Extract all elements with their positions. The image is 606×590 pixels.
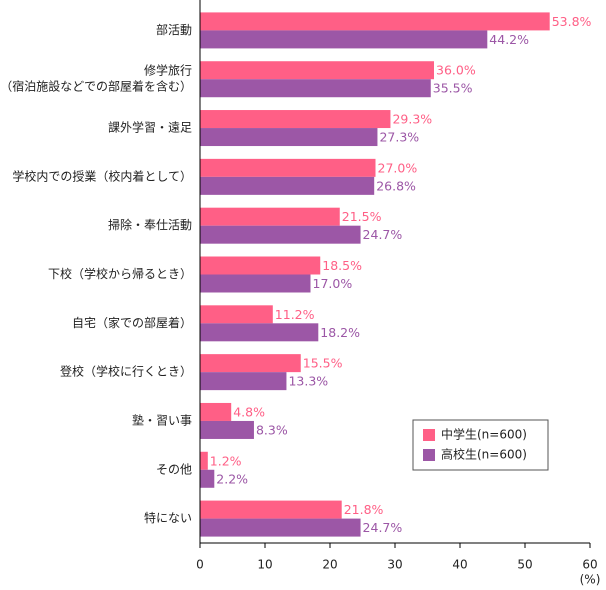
value-label: 18.5% xyxy=(322,258,362,273)
value-label: 26.8% xyxy=(376,178,416,193)
legend-swatch xyxy=(423,429,435,441)
value-label: 15.5% xyxy=(303,356,343,371)
legend-box xyxy=(412,419,549,471)
value-label: 27.3% xyxy=(379,130,419,145)
value-label: 11.2% xyxy=(275,307,315,322)
value-label: 29.3% xyxy=(392,112,432,127)
category-label: （宿泊施設などでの部屋着を含む） xyxy=(0,79,192,94)
x-axis-label: (%) xyxy=(580,573,601,587)
bar xyxy=(200,12,550,31)
value-label: 36.0% xyxy=(436,63,476,78)
category-label: 修学旅行 xyxy=(144,63,192,78)
bar xyxy=(200,30,488,49)
bar xyxy=(200,61,434,80)
bar xyxy=(200,176,375,195)
legend-label: 高校生(n=600) xyxy=(441,447,527,462)
x-tick-label: 50 xyxy=(517,558,532,572)
x-tick-label: 10 xyxy=(257,558,272,572)
value-label: 17.0% xyxy=(313,276,353,291)
bar xyxy=(200,420,254,439)
bar xyxy=(200,469,215,488)
bar xyxy=(200,354,301,373)
value-label: 27.0% xyxy=(378,160,418,175)
category-label: 自宅（家での部屋着） xyxy=(72,315,192,330)
value-label: 21.5% xyxy=(342,209,382,224)
category-label: 学校内での授業（校内着として） xyxy=(12,168,192,183)
value-label: 4.8% xyxy=(233,404,265,419)
value-label: 1.2% xyxy=(210,453,242,468)
bar xyxy=(200,323,319,342)
category-label: 掃除・奉仕活動 xyxy=(108,217,192,232)
value-label: 35.5% xyxy=(433,81,473,96)
bar xyxy=(200,274,311,293)
category-label: 部活動 xyxy=(156,22,192,37)
category-label: 特にない xyxy=(144,510,192,525)
value-label: 8.3% xyxy=(256,422,288,437)
legend-label: 中学生(n=600) xyxy=(441,427,527,442)
bar xyxy=(200,402,232,421)
category-label: その他 xyxy=(156,462,192,476)
bar xyxy=(200,79,431,98)
category-label: 下校（学校から帰るとき） xyxy=(48,266,192,281)
bar xyxy=(200,207,340,226)
value-label: 2.2% xyxy=(216,471,248,486)
bar xyxy=(200,305,273,324)
x-tick-label: 40 xyxy=(452,558,467,572)
x-tick-label: 60 xyxy=(582,558,597,572)
value-label: 53.8% xyxy=(552,14,592,29)
bar xyxy=(200,256,321,275)
x-tick-label: 30 xyxy=(387,558,402,572)
legend-swatch xyxy=(423,449,435,461)
bar xyxy=(200,110,391,129)
category-label: 塾・習い事 xyxy=(132,412,192,427)
category-label: 課外学習・遠足 xyxy=(108,120,192,135)
category-label: 登校（学校に行くとき） xyxy=(60,364,192,379)
value-label: 18.2% xyxy=(320,325,360,340)
value-label: 24.7% xyxy=(363,227,403,242)
bar xyxy=(200,500,342,519)
bar xyxy=(200,128,378,147)
bar xyxy=(200,158,376,177)
value-label: 13.3% xyxy=(288,374,328,389)
bar xyxy=(200,451,208,470)
bar xyxy=(200,518,361,537)
bar xyxy=(200,372,287,391)
value-label: 21.8% xyxy=(344,502,384,517)
value-label: 44.2% xyxy=(489,32,529,47)
x-tick-label: 0 xyxy=(196,558,204,572)
value-label: 24.7% xyxy=(363,520,403,535)
x-tick-label: 20 xyxy=(322,558,337,572)
bar xyxy=(200,225,361,244)
